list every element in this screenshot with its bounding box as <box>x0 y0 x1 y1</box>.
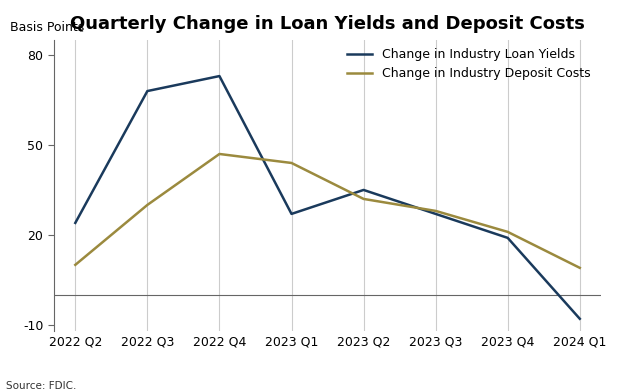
Change in Industry Deposit Costs <box>432 208 439 213</box>
Line: Change in Industry Loan Yields: Change in Industry Loan Yields <box>76 76 580 319</box>
Change in Industry Loan Yields <box>288 212 295 216</box>
Change in Industry Loan Yields <box>144 89 151 93</box>
Change in Industry Loan Yields <box>216 74 223 79</box>
Change in Industry Loan Yields <box>360 188 368 192</box>
Change in Industry Deposit Costs <box>288 161 295 165</box>
Change in Industry Loan Yields <box>432 212 439 216</box>
Change in Industry Loan Yields <box>576 316 583 321</box>
Change in Industry Deposit Costs <box>504 230 512 234</box>
Change in Industry Loan Yields <box>72 221 79 225</box>
Text: Source: FDIC.: Source: FDIC. <box>6 381 77 391</box>
Change in Industry Deposit Costs <box>72 262 79 267</box>
Text: Basis Points: Basis Points <box>10 21 84 34</box>
Change in Industry Deposit Costs <box>576 265 583 270</box>
Change in Industry Deposit Costs <box>144 203 151 207</box>
Line: Change in Industry Deposit Costs: Change in Industry Deposit Costs <box>76 154 580 268</box>
Change in Industry Loan Yields <box>504 235 512 240</box>
Title: Quarterly Change in Loan Yields and Deposit Costs: Quarterly Change in Loan Yields and Depo… <box>70 15 585 33</box>
Change in Industry Deposit Costs <box>360 197 368 201</box>
Legend: Change in Industry Loan Yields, Change in Industry Deposit Costs: Change in Industry Loan Yields, Change i… <box>343 43 596 85</box>
Change in Industry Deposit Costs <box>216 152 223 156</box>
